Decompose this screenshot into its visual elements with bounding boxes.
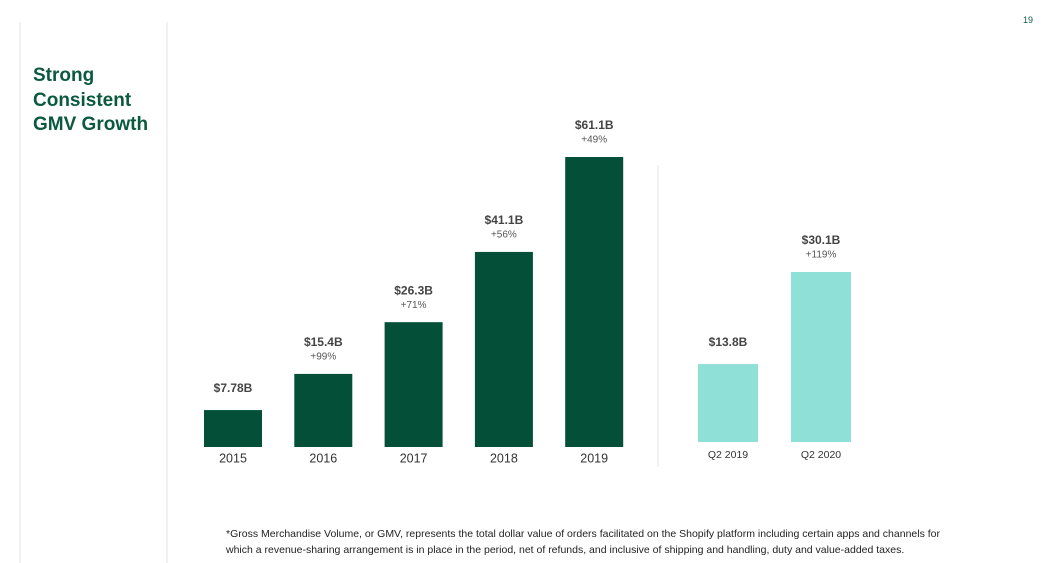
x-tick-label: Q2 2019 xyxy=(708,449,748,461)
footnote: *Gross Merchandise Volume, or GMV, repre… xyxy=(226,528,940,556)
bar xyxy=(565,157,624,447)
bar xyxy=(474,251,533,447)
value-label: $7.78B xyxy=(214,381,253,395)
value-label: $26.3B xyxy=(394,283,433,297)
growth-label: +49% xyxy=(581,135,607,146)
x-tick-label: 2017 xyxy=(400,451,428,465)
x-tick-label: 2018 xyxy=(490,451,518,465)
value-label: $30.1B xyxy=(802,233,841,247)
value-label: $13.8B xyxy=(709,335,748,349)
growth-label: +99% xyxy=(310,352,336,363)
x-tick-label: 2019 xyxy=(580,451,608,465)
bar xyxy=(384,322,443,447)
bar xyxy=(791,272,851,442)
x-tick-label: 2016 xyxy=(309,451,337,465)
bar xyxy=(204,410,262,447)
bar xyxy=(294,373,353,447)
growth-label: +119% xyxy=(806,250,837,261)
slide-title: Strong Consistent GMV Growth xyxy=(33,65,149,135)
growth-label: +56% xyxy=(491,230,517,241)
value-label: $15.4B xyxy=(304,335,343,349)
bar xyxy=(698,364,758,442)
x-tick-label: Q2 2020 xyxy=(801,449,841,461)
value-label: $61.1B xyxy=(575,118,614,132)
growth-label: +71% xyxy=(401,300,427,311)
x-tick-label: 2015 xyxy=(219,451,247,465)
page-number: 19 xyxy=(1022,15,1033,25)
value-label: $41.1B xyxy=(485,213,524,227)
